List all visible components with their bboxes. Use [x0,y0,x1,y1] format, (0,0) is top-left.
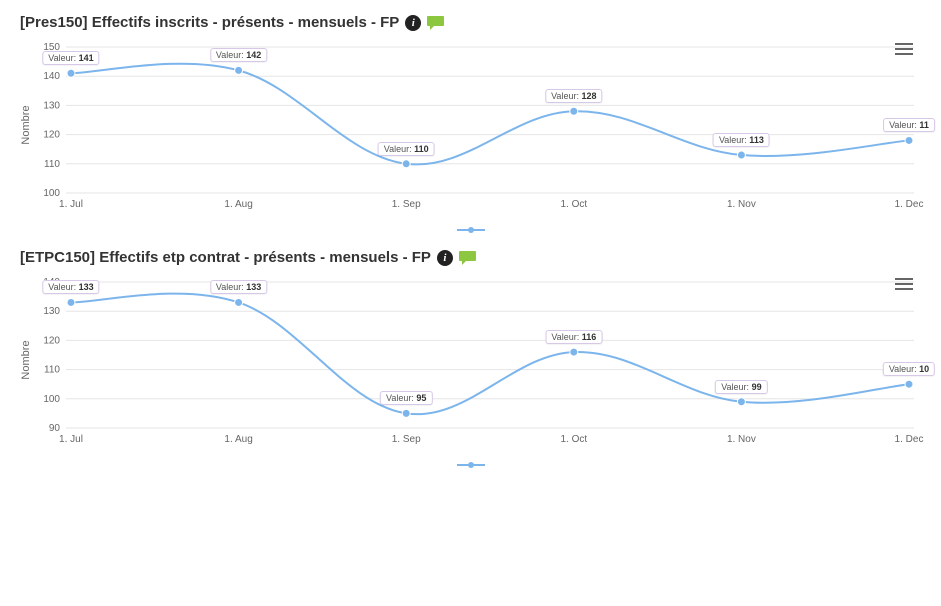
gridlines [66,47,914,193]
svg-text:1. Dec: 1. Dec [895,199,924,210]
svg-text:1. Aug: 1. Aug [224,199,252,210]
y-axis-label: Nombre [20,340,32,379]
data-point[interactable] [570,348,578,356]
data-point[interactable] [570,107,578,115]
dashboard-root: [Pres150] Effectifs inscrits - présents … [20,14,921,474]
data-label-value: 113 [749,135,764,145]
svg-text:130: 130 [43,306,60,317]
data-point[interactable] [402,160,410,168]
data-label: Valeur: 133 [42,280,99,294]
data-label: Valeur: 142 [210,48,267,62]
svg-text:130: 130 [43,100,60,111]
svg-text:1. Oct: 1. Oct [560,199,587,210]
info-icon[interactable]: i [405,15,421,31]
data-label-value: 95 [416,393,426,403]
svg-text:140: 140 [43,71,60,82]
svg-text:110: 110 [44,159,60,170]
data-point[interactable] [737,398,745,406]
data-point[interactable] [235,298,243,306]
svg-text:120: 120 [43,130,60,141]
svg-text:1. Aug: 1. Aug [224,434,252,445]
data-label: Valeur: 10 [883,362,935,376]
data-point[interactable] [737,151,745,159]
data-label-value: 10 [919,364,929,374]
data-label-value: 133 [246,282,261,292]
svg-text:110: 110 [44,365,60,376]
data-label: Valeur: 128 [545,89,602,103]
svg-text:1. Nov: 1. Nov [727,199,756,210]
chart-title-row: [Pres150] Effectifs inscrits - présents … [20,14,921,31]
data-label-prefix: Valeur: [384,144,414,154]
data-label-value: 133 [79,282,94,292]
chart-pres150: [Pres150] Effectifs inscrits - présents … [20,14,921,239]
data-point[interactable] [402,409,410,417]
gridlines [66,282,914,428]
svg-text:100: 100 [43,394,60,405]
plot-svg: 1001101201301401501. Jul1. Aug1. Sep1. O… [66,33,914,215]
legend-marker[interactable] [20,456,921,474]
data-label-prefix: Valeur: [551,91,581,101]
data-label-prefix: Valeur: [889,120,919,130]
data-label: Valeur: 99 [715,380,767,394]
data-label-value: 116 [582,332,597,342]
data-label-prefix: Valeur: [721,382,751,392]
svg-text:1. Oct: 1. Oct [560,434,587,445]
data-label-prefix: Valeur: [216,282,246,292]
chart-title-text: [ETPC150] Effectifs etp contrat - présen… [20,249,431,266]
data-label: Valeur: 95 [380,391,432,405]
data-point[interactable] [67,298,75,306]
data-label-prefix: Valeur: [889,364,919,374]
comment-icon[interactable] [427,15,445,31]
data-label: Valeur: 141 [42,51,99,65]
svg-text:1. Nov: 1. Nov [727,434,756,445]
data-label-value: 128 [581,91,596,101]
svg-text:1. Sep: 1. Sep [392,199,421,210]
chart-area: Nombre1001101201301401501. Jul1. Aug1. S… [20,33,921,239]
chart-etpc150: [ETPC150] Effectifs etp contrat - présen… [20,249,921,474]
data-point[interactable] [905,136,913,144]
legend-marker[interactable] [20,221,921,239]
y-axis-ticks: 100110120130140150 [43,42,60,199]
y-axis-label: Nombre [20,105,32,144]
data-label-prefix: Valeur: [386,393,416,403]
svg-text:1. Jul: 1. Jul [59,199,83,210]
data-label-value: 11 [919,120,929,130]
data-label-prefix: Valeur: [551,332,581,342]
chart-title-text: [Pres150] Effectifs inscrits - présents … [20,14,399,31]
y-axis-ticks: 90100110120130140 [43,277,60,434]
data-label-prefix: Valeur: [48,282,78,292]
data-label: Valeur: 113 [713,133,770,147]
svg-text:1. Sep: 1. Sep [392,434,421,445]
data-label-value: 142 [246,50,261,60]
plot-region: 901001101201301401. Jul1. Aug1. Sep1. Oc… [66,268,915,454]
svg-text:1. Jul: 1. Jul [59,434,83,445]
data-label-prefix: Valeur: [719,135,749,145]
data-label-prefix: Valeur: [48,53,78,63]
data-label-prefix: Valeur: [216,50,246,60]
svg-text:120: 120 [43,335,60,346]
plot-svg: 901001101201301401. Jul1. Aug1. Sep1. Oc… [66,268,914,450]
series-line [71,64,909,165]
svg-text:90: 90 [49,423,61,434]
data-point[interactable] [235,66,243,74]
svg-text:1. Dec: 1. Dec [895,434,924,445]
data-label: Valeur: 11 [883,118,935,132]
chart-area: Nombre901001101201301401. Jul1. Aug1. Se… [20,268,921,474]
chart-title-row: [ETPC150] Effectifs etp contrat - présen… [20,249,921,266]
data-label-value: 141 [79,53,94,63]
data-point[interactable] [67,69,75,77]
x-axis-ticks: 1. Jul 1. Aug 1. Sep 1. Oct 1. Nov 1. Dec [59,199,923,210]
data-label-value: 99 [752,382,762,392]
data-label-value: 110 [414,144,429,154]
data-point[interactable] [905,380,913,388]
data-label: Valeur: 116 [545,330,602,344]
svg-text:100: 100 [43,188,60,199]
data-label: Valeur: 110 [378,142,435,156]
plot-region: 1001101201301401501. Jul1. Aug1. Sep1. O… [66,33,915,219]
x-axis-ticks: 1. Jul 1. Aug 1. Sep 1. Oct 1. Nov 1. Dec [59,434,923,445]
data-label: Valeur: 133 [210,280,267,294]
info-icon[interactable]: i [437,250,453,266]
comment-icon[interactable] [459,250,477,266]
